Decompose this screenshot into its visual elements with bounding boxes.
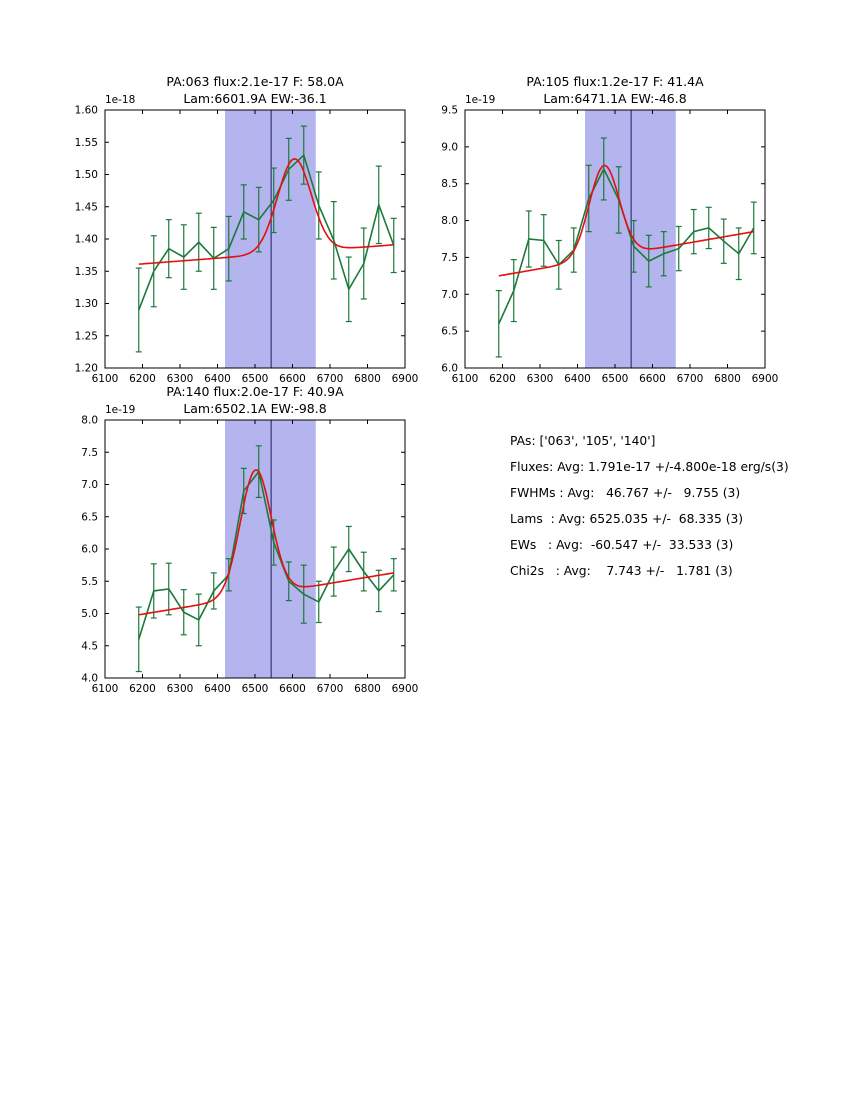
y-tick-label: 7.0 <box>441 289 458 301</box>
x-tick-label: 6700 <box>317 683 344 695</box>
x-tick-label: 6500 <box>242 683 269 695</box>
x-tick-label: 6200 <box>129 683 156 695</box>
x-tick-label: 6100 <box>92 683 119 695</box>
y-tick-label: 4.0 <box>81 673 98 685</box>
x-tick-label: 6800 <box>714 373 741 385</box>
x-tick-label: 6500 <box>602 373 629 385</box>
x-tick-label: 6600 <box>639 373 666 385</box>
y-tick-label: 1.25 <box>75 330 98 342</box>
y-tick-label: 8.0 <box>81 415 98 427</box>
y-tick-label: 1.45 <box>75 201 98 213</box>
x-tick-label: 6100 <box>92 373 119 385</box>
spectrum-plot-pa140: 6100 6200 6300 6400 6500 6600 6700 6800 6900 4.0 4… <box>81 384 419 695</box>
x-tick-label: 6600 <box>279 373 306 385</box>
summary-line-chi2s: Chi2s : Avg: 7.743 +/- 1.781 (3) <box>510 564 733 578</box>
x-tick-label: 6200 <box>129 373 156 385</box>
summary-line-ews: EWs : Avg: -60.547 +/- 33.533 (3) <box>510 538 734 552</box>
x-tick-label: 6300 <box>167 373 194 385</box>
y-tick-label: 5.0 <box>81 608 98 620</box>
x-tick-label: 6800 <box>354 373 381 385</box>
y-tick-label: 6.5 <box>81 511 98 523</box>
summary-line-fwhms: FWHMs : Avg: 46.767 +/- 9.755 (3) <box>510 486 741 500</box>
y-tick-label: 1.50 <box>75 169 98 181</box>
spectrum-data-line <box>138 153 395 311</box>
plot-title-line1: PA:063 flux:2.1e-17 F: 58.0A <box>166 74 344 89</box>
y-tick-label: 7.5 <box>441 252 458 264</box>
x-tick-label: 6900 <box>392 373 419 385</box>
y-tick-label: 7.5 <box>81 447 98 459</box>
plot-title-line2: Lam:6502.1A EW:-98.8 <box>183 401 326 416</box>
x-tick-label: 6100 <box>452 373 479 385</box>
x-tick-label: 6800 <box>354 683 381 695</box>
x-tick-label: 6700 <box>317 373 344 385</box>
x-tick-label: 6600 <box>279 683 306 695</box>
spectrum-plot-pa105: 6100 6200 6300 6400 6500 6600 6700 6800 6900 6.0 6… <box>441 74 779 385</box>
gaussian-fit-line <box>138 157 394 265</box>
line-region-band <box>225 110 316 368</box>
x-tick-label: 6400 <box>204 683 231 695</box>
summary-line-pas: PAs: ['063', '105', '140'] <box>510 434 656 448</box>
fit-summary-panel: PAs: ['063', '105', '140'] Fluxes: Avg: … <box>510 428 789 584</box>
gaussian-fit-line <box>498 164 754 277</box>
y-tick-label: 1.55 <box>75 137 98 149</box>
plot-title-line1: PA:105 flux:1.2e-17 F: 41.4A <box>526 74 704 89</box>
y-tick-label: 1.60 <box>75 105 98 117</box>
y-tick-label: 1.35 <box>75 266 98 278</box>
line-region-band <box>225 420 316 678</box>
y-axis-offset-label: 1e-19 <box>105 404 135 416</box>
x-tick-label: 6500 <box>242 373 269 385</box>
y-tick-label: 4.5 <box>81 640 98 652</box>
x-tick-label: 6700 <box>677 373 704 385</box>
y-tick-label: 6.0 <box>441 363 458 375</box>
y-tick-label: 1.40 <box>75 234 98 246</box>
x-tick-label: 6300 <box>527 373 554 385</box>
y-tick-label: 9.0 <box>441 141 458 153</box>
y-tick-label: 7.0 <box>81 479 98 491</box>
summary-line-fluxes: Fluxes: Avg: 1.791e-17 +/-4.800e-18 erg/… <box>510 460 789 474</box>
plot-title-line1: PA:140 flux:2.0e-17 F: 40.9A <box>166 384 344 399</box>
y-tick-label: 8.5 <box>441 178 458 190</box>
plot-title-line2: Lam:6601.9A EW:-36.1 <box>183 91 326 106</box>
y-tick-label: 1.30 <box>75 298 98 310</box>
x-tick-label: 6900 <box>392 683 419 695</box>
summary-line-lams: Lams : Avg: 6525.035 +/- 68.335 (3) <box>510 512 744 526</box>
gaussian-fit-line <box>138 469 394 616</box>
line-region-band <box>585 110 676 368</box>
y-tick-label: 9.5 <box>441 105 458 117</box>
y-axis-offset-label: 1e-19 <box>465 94 495 106</box>
x-tick-label: 6400 <box>564 373 591 385</box>
x-tick-label: 6400 <box>204 373 231 385</box>
y-tick-label: 6.0 <box>81 544 98 556</box>
x-tick-label: 6900 <box>752 373 779 385</box>
x-tick-label: 6300 <box>167 683 194 695</box>
plot-title-line2: Lam:6471.1A EW:-46.8 <box>543 91 686 106</box>
spectrum-plot-pa063: 6100 6200 6300 6400 6500 6600 6700 6800 6900 1.20… <box>75 74 419 385</box>
y-tick-label: 1.20 <box>75 363 98 375</box>
y-axis-offset-label: 1e-18 <box>105 94 135 106</box>
y-tick-label: 5.5 <box>81 576 98 588</box>
y-tick-label: 8.0 <box>441 215 458 227</box>
y-tick-label: 6.5 <box>441 326 458 338</box>
x-tick-label: 6200 <box>489 373 516 385</box>
